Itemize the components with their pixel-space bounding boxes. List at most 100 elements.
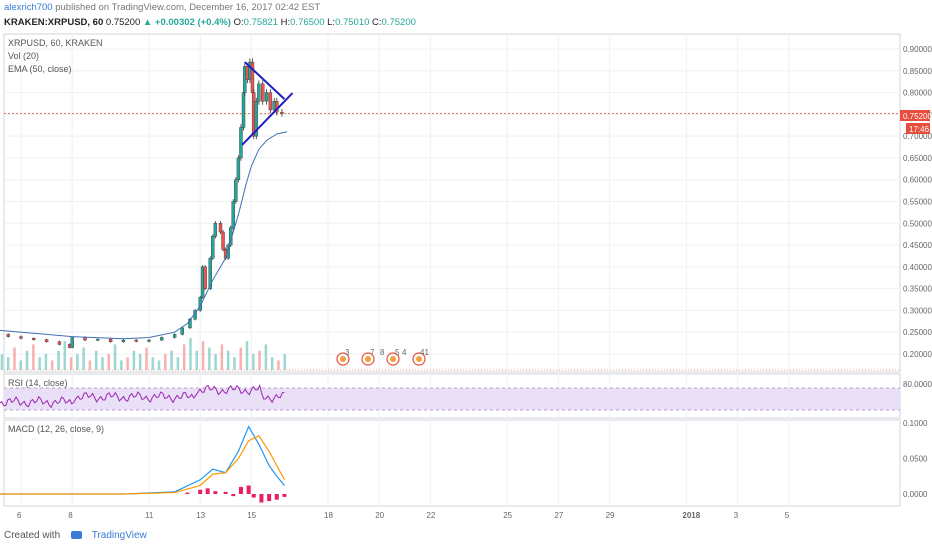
macd-hist-bar	[231, 494, 236, 497]
author-link[interactable]: alexrich700	[4, 2, 53, 13]
ema-path	[0, 131, 288, 340]
chart-svg[interactable]: 3 7 8 5 4 41 0.200000.250000.300000.350000.40…	[0, 0, 932, 528]
candle-body	[236, 157, 241, 180]
volume-bar	[25, 350, 29, 370]
volume-bar	[252, 354, 255, 370]
volume-bar	[88, 360, 92, 370]
macd-tick-label: 0.1000	[903, 419, 928, 428]
footer-created: Created with	[4, 530, 61, 541]
volume-bar	[270, 357, 274, 370]
volume-bar	[214, 354, 217, 370]
macd-hist-bar	[251, 494, 256, 498]
low-value: 0.75010	[335, 17, 370, 28]
volume-bar	[120, 360, 123, 370]
volume-bar	[113, 344, 117, 370]
candle-body	[96, 338, 100, 341]
macd-hist-bar	[274, 494, 279, 500]
footer-brand[interactable]: TradingView	[91, 530, 147, 541]
volume-bar	[13, 347, 16, 370]
time-tick-label: 2018	[682, 511, 700, 520]
volume-bar	[32, 344, 35, 370]
volume-bar	[63, 341, 67, 370]
time-tick-label: 8	[68, 511, 73, 520]
time-tick-label: 6	[17, 511, 22, 520]
triangle-upper-line	[244, 61, 286, 100]
publish-info: alexrich700 published on TradingView.com…	[4, 2, 320, 13]
event-badges[interactable]: 3 7 8 5 4 41	[336, 348, 429, 366]
candle-body	[234, 179, 238, 202]
candle-body	[261, 83, 265, 102]
candle-body	[254, 101, 259, 137]
candle-body	[257, 83, 261, 102]
volume-bar	[220, 344, 224, 370]
price-tick-label: 0.35000	[903, 285, 932, 294]
candle-body	[264, 92, 269, 102]
volume-bar	[145, 347, 148, 370]
price-tick-label: 0.55000	[903, 198, 932, 207]
time-tick-label: 15	[247, 511, 256, 520]
macd-hist-bar	[185, 492, 190, 494]
time-axis[interactable]: 6 8 11 13 15 18 20 22 25 27 29 2018 3 5	[17, 511, 790, 520]
volume-bar	[176, 357, 180, 370]
macd-lines	[0, 425, 287, 503]
event-badge-dot	[416, 356, 422, 362]
event-badge-count: 8	[380, 348, 385, 357]
candle-body	[19, 336, 23, 339]
macd-hist-bar	[223, 491, 228, 494]
time-tick-label: 20	[375, 511, 384, 520]
volume-bar	[82, 347, 85, 370]
volume-bar	[239, 347, 242, 370]
event-badge-dot	[340, 356, 346, 362]
candle-body	[221, 231, 225, 250]
volume-bar	[164, 354, 167, 370]
last-value: 0.75200	[105, 17, 141, 28]
volume-bar	[94, 350, 98, 370]
time-tick-label: 27	[554, 511, 563, 520]
volume-bar	[19, 360, 23, 370]
open-label: O:	[233, 17, 244, 28]
macd-hist-bar	[205, 488, 210, 494]
time-tick-label: 5	[785, 511, 790, 520]
symbol-name: KRAKEN:XRPUSD, 60	[4, 17, 104, 28]
candle-body	[226, 244, 230, 259]
footer: Created with TradingView	[4, 530, 147, 541]
candle-body	[83, 337, 87, 341]
candle-body	[218, 223, 223, 233]
volume-bar	[44, 354, 48, 370]
rsi-path	[0, 383, 285, 409]
volume-bar	[138, 354, 142, 370]
candle-body	[160, 337, 164, 341]
time-tick-label: 25	[503, 511, 512, 520]
volume-bar	[189, 338, 192, 370]
candle-body	[108, 338, 113, 342]
candle-body	[172, 334, 177, 338]
candle-body	[241, 92, 246, 128]
volume-bar	[195, 350, 198, 370]
volume-bar	[226, 350, 230, 370]
triangle-drawing[interactable]	[241, 61, 294, 146]
volume-bar	[258, 350, 261, 370]
event-badge-dot	[365, 356, 371, 362]
high-value: 0.76500	[290, 17, 325, 28]
countdown-label: 17:46	[906, 123, 930, 134]
time-tick-label: 29	[606, 511, 615, 520]
candle-body	[134, 339, 138, 342]
rsi-tick-label: 80.0000	[903, 380, 932, 389]
volume-bar	[132, 350, 136, 370]
macd-line	[0, 425, 285, 495]
price-tick-label: 0.45000	[903, 241, 932, 250]
event-badge-count: 7	[370, 348, 375, 357]
price-tick-label: 0.70000	[903, 132, 932, 141]
event-badge-count: 41	[420, 348, 429, 357]
candle-body	[280, 111, 284, 114]
legend-macd: MACD (12, 26, close, 9)	[8, 424, 104, 434]
candle-body	[57, 341, 62, 345]
macd-hist-bar	[267, 494, 272, 502]
price-tick-label: 0.20000	[903, 350, 932, 359]
volume-bar	[107, 354, 111, 370]
volume-bar	[0, 354, 4, 370]
candle-body	[203, 266, 207, 289]
legend-symbol: XRPUSD, 60, KRAKEN	[8, 38, 103, 48]
volume-bar	[69, 357, 73, 370]
time-tick-label: 13	[196, 511, 205, 520]
